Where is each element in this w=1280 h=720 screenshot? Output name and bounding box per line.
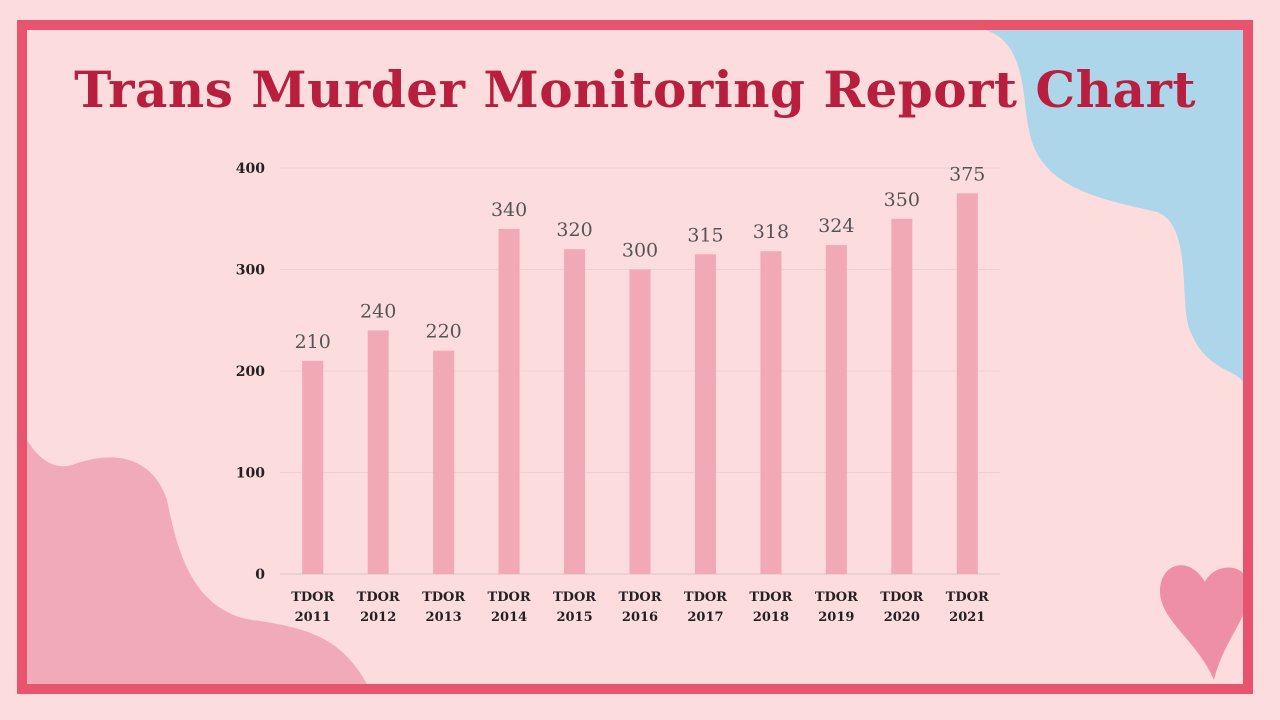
y-tick-label: 400 [236, 161, 265, 177]
data-label: 350 [884, 189, 920, 211]
x-tick-label: TDOR 2014 [488, 590, 531, 625]
x-axis-ticks: TDOR 2011 TDOR 2012 TDOR 2013 TDOR 2014 TDOR 2015… [291, 590, 989, 625]
bar [760, 251, 782, 575]
pink-blob [27, 440, 367, 684]
x-tick-label: TDOR 2020 [880, 590, 923, 625]
bar-chart: 0 100 200 300 400 210 240 220 340 320 300 315 318 32… [236, 161, 1000, 625]
slide-frame: Trans Murder Monitoring Report Chart 0 10… [17, 20, 1253, 694]
data-label: 315 [687, 224, 723, 246]
data-label: 210 [295, 331, 331, 353]
bar [694, 254, 716, 574]
bar [564, 249, 586, 574]
x-tick-label: TDOR 2013 [422, 590, 465, 625]
bar [302, 360, 324, 574]
page-title: Trans Murder Monitoring Report Chart [74, 60, 1196, 119]
x-tick-label: TDOR 2012 [357, 590, 400, 625]
bars [302, 193, 978, 575]
y-tick-label: 100 [236, 466, 265, 482]
x-tick-label: TDOR 2016 [618, 590, 661, 625]
data-label: 324 [818, 215, 854, 237]
y-tick-label: 300 [236, 263, 265, 279]
y-axis-ticks: 0 100 200 300 400 [236, 161, 265, 583]
data-label: 220 [426, 321, 462, 343]
x-tick-label: TDOR 2021 [946, 590, 989, 625]
data-label: 300 [622, 240, 658, 262]
bar [956, 193, 978, 574]
x-tick-label: TDOR 2011 [291, 590, 334, 625]
bar [433, 350, 455, 574]
bar [825, 245, 847, 574]
heart-icon [1159, 565, 1243, 680]
data-label: 240 [360, 300, 396, 322]
x-tick-label: TDOR 2018 [749, 590, 792, 625]
blue-blob [985, 30, 1243, 382]
x-tick-label: TDOR 2015 [553, 590, 596, 625]
data-label: 375 [949, 163, 985, 185]
bar [498, 228, 520, 574]
y-tick-label: 200 [236, 364, 265, 380]
bar [367, 330, 389, 574]
x-tick-label: TDOR 2017 [684, 590, 727, 625]
data-label: 320 [556, 219, 592, 241]
data-label: 318 [753, 221, 789, 243]
bar [891, 218, 913, 574]
data-label: 340 [491, 199, 527, 221]
x-tick-label: TDOR 2019 [815, 590, 858, 625]
bar [629, 269, 651, 574]
y-tick-label: 0 [255, 567, 265, 583]
data-labels: 210 240 220 340 320 300 315 318 324 350 375 [295, 163, 986, 352]
decorative-background [27, 30, 1243, 684]
